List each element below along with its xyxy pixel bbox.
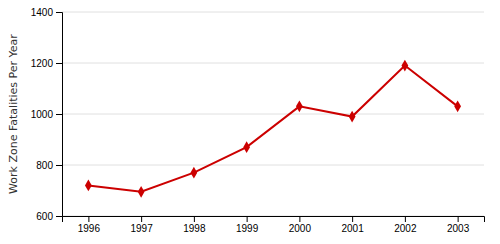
tick-label: 600 [36,211,53,222]
tick-mark [352,216,353,222]
grid-line [62,63,484,64]
grid [62,12,484,216]
tick-label: 2003 [447,223,470,234]
series [85,60,461,198]
grid-line [62,114,484,115]
point [243,141,250,153]
tick-label: 1998 [183,223,206,234]
tick-label: 1400 [31,7,54,18]
point [190,167,197,179]
tick: 2000 [289,216,312,234]
tick-mark [194,216,195,222]
tick: 2001 [342,216,365,234]
point [454,100,461,112]
tick-label: 1200 [31,58,54,69]
point [296,100,303,112]
line [88,66,457,192]
tick: 600 [36,211,62,222]
point [401,60,408,72]
tick: 1997 [131,216,154,234]
grid-line [62,12,484,13]
tick-label: 2001 [342,223,365,234]
grid-line [62,165,484,166]
axis-line [56,13,63,217]
tick-mark [141,216,142,222]
y-axis: 600 800 1000 1200 1400 [31,7,63,222]
tick-mark [247,216,248,222]
tick-mark [56,165,62,166]
tick-mark [56,63,62,64]
tick-mark [56,114,62,115]
tick: 800 [36,160,62,171]
tick-label: 2002 [394,223,417,234]
tick-label: 1996 [78,223,101,234]
tick-mark [88,216,89,222]
tick-label: 800 [36,160,53,171]
tick: 1996 [78,216,101,234]
y-axis-label: Work Zone Fatalities Per Year [7,34,20,194]
tick: 1000 [31,109,62,120]
point [349,111,356,123]
tick-label: 2000 [289,223,312,234]
tick-mark [405,216,406,222]
chart: 1996 1997 1998 1999 2000 2001 2002 2003 600 800 10… [0,0,500,244]
tick: 1998 [183,216,206,234]
tick-mark [56,12,62,13]
tick: 2002 [394,216,417,234]
tick-label: 1000 [31,109,54,120]
point [138,186,145,198]
point [85,180,92,192]
tick: 1200 [31,58,62,69]
tick-label: 1999 [236,223,259,234]
axis-line [63,217,485,223]
tick-mark [299,216,300,222]
tick: 2003 [447,216,470,234]
tick-label: 1997 [131,223,154,234]
tick-mark [458,216,459,222]
tick: 1400 [31,7,62,18]
tick-mark [56,216,62,217]
tick: 1999 [236,216,259,234]
plot: 1996 1997 1998 1999 2000 2001 2002 2003 600 800 10… [31,7,485,234]
x-axis: 1996 1997 1998 1999 2000 2001 2002 2003 [63,216,485,234]
